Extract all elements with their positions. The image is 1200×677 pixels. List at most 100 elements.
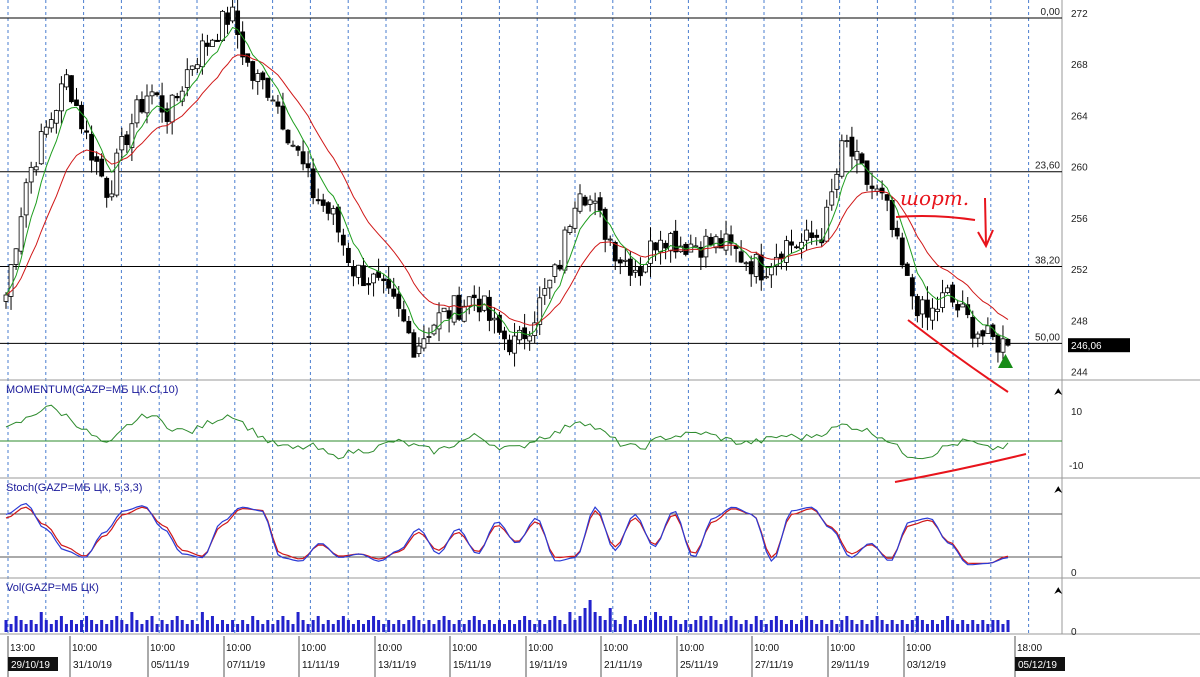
volume-bar bbox=[679, 624, 683, 632]
candle-body bbox=[320, 199, 326, 206]
collapse-pane-icon[interactable]: ⮝ bbox=[1054, 387, 1063, 398]
volume-bar bbox=[729, 616, 733, 632]
volume-bar bbox=[120, 620, 124, 632]
volume-bar bbox=[34, 624, 38, 632]
candle-body bbox=[527, 335, 533, 342]
volume-bar bbox=[870, 620, 874, 632]
volume-bar bbox=[815, 624, 819, 632]
volume-bar bbox=[518, 620, 522, 632]
hand-annotation: шорт. bbox=[894, 186, 1027, 483]
volume-bar bbox=[417, 620, 421, 632]
candle-body bbox=[134, 99, 140, 124]
time-label: 10:00 bbox=[679, 643, 704, 654]
volume-bar bbox=[226, 624, 230, 632]
volume-bar bbox=[910, 620, 914, 632]
fib-level-label: 38,20 bbox=[1035, 256, 1060, 267]
fib-level-label: 23,60 bbox=[1035, 161, 1060, 172]
volume-bar bbox=[356, 620, 360, 632]
volume-bar bbox=[769, 620, 773, 632]
candle-body bbox=[698, 246, 704, 258]
annotation-momentum-line bbox=[894, 453, 1027, 483]
candle-body bbox=[361, 265, 366, 287]
collapse-pane-icon[interactable]: ⮝ bbox=[1054, 586, 1063, 597]
volume-bar bbox=[336, 620, 340, 632]
candle-body bbox=[436, 312, 442, 330]
candle-body bbox=[215, 39, 220, 42]
volume-bar bbox=[80, 620, 84, 632]
candle-body bbox=[406, 320, 412, 334]
volume-bar bbox=[407, 620, 411, 632]
volume-bar bbox=[346, 620, 350, 632]
price-tick-label: 244 bbox=[1071, 368, 1088, 379]
volume-bar bbox=[19, 620, 23, 632]
candle-body bbox=[401, 309, 407, 322]
volume-bar bbox=[125, 624, 129, 632]
volume-bar bbox=[795, 624, 799, 632]
price-tick-label: 272 bbox=[1071, 9, 1088, 20]
candle-body bbox=[894, 227, 900, 237]
candle-body bbox=[461, 305, 467, 322]
volume-bar bbox=[905, 624, 909, 632]
volume-bar bbox=[563, 624, 567, 632]
ma-slow-line bbox=[5, 54, 1009, 326]
candle-body bbox=[844, 140, 850, 142]
candle-body bbox=[507, 339, 512, 353]
candle-body bbox=[174, 95, 180, 99]
date-label: 07/11/19 bbox=[227, 660, 266, 671]
volume-bar bbox=[513, 624, 517, 632]
volume-bar bbox=[789, 620, 793, 632]
candle-body bbox=[290, 144, 296, 147]
volume-title: Vol(GAZP=МБ ЦК) bbox=[6, 582, 99, 594]
volume-bar bbox=[492, 624, 496, 632]
volume-bar bbox=[704, 620, 708, 632]
volume-bar bbox=[236, 624, 240, 632]
candle-body bbox=[784, 240, 789, 263]
volume-bar bbox=[664, 620, 668, 632]
volume-bar bbox=[200, 612, 204, 632]
candle-body bbox=[587, 199, 593, 205]
volume-bar bbox=[694, 620, 698, 632]
volume-bar bbox=[447, 620, 451, 632]
candle-body bbox=[356, 264, 361, 278]
volume-bar bbox=[784, 624, 788, 632]
volume-bar bbox=[855, 624, 859, 632]
volume-bar bbox=[185, 624, 189, 632]
volume-bar bbox=[377, 620, 381, 632]
candle-body bbox=[920, 299, 925, 315]
candle-body bbox=[245, 53, 251, 63]
volume-bar bbox=[1006, 620, 1010, 632]
candle-body bbox=[809, 232, 815, 238]
candle-body bbox=[366, 283, 371, 286]
volume-bar bbox=[487, 620, 491, 632]
volume-bar bbox=[830, 620, 834, 632]
candle-body bbox=[532, 322, 538, 336]
volume-bar bbox=[885, 624, 889, 632]
time-label: 13:00 bbox=[10, 643, 35, 654]
volume-bar bbox=[306, 624, 310, 632]
volume-bar bbox=[779, 620, 783, 632]
candle-body bbox=[758, 254, 764, 281]
time-label: 10:00 bbox=[754, 643, 779, 654]
candle-body bbox=[386, 278, 392, 289]
candle-body bbox=[235, 10, 241, 35]
candle-body bbox=[381, 278, 387, 282]
volume-bar bbox=[714, 620, 718, 632]
volume-bar bbox=[553, 616, 557, 632]
candle-body bbox=[713, 236, 719, 249]
volume-bar bbox=[59, 616, 63, 632]
volume-bar bbox=[875, 616, 879, 632]
time-label: 10:00 bbox=[830, 643, 855, 654]
volume-bar bbox=[195, 624, 199, 632]
candle-body bbox=[512, 335, 517, 354]
candle-body bbox=[935, 308, 940, 312]
collapse-pane-icon[interactable]: ⮝ bbox=[1054, 485, 1063, 496]
volume-bar bbox=[271, 624, 275, 632]
candle-body bbox=[446, 310, 452, 319]
volume-bar bbox=[130, 612, 134, 632]
candle-body bbox=[829, 191, 835, 206]
candle-body bbox=[552, 264, 558, 277]
volume-bar bbox=[961, 620, 965, 632]
candle-body bbox=[285, 129, 291, 144]
candle-body bbox=[627, 258, 633, 276]
fib-level-label: 50,00 bbox=[1035, 332, 1060, 343]
